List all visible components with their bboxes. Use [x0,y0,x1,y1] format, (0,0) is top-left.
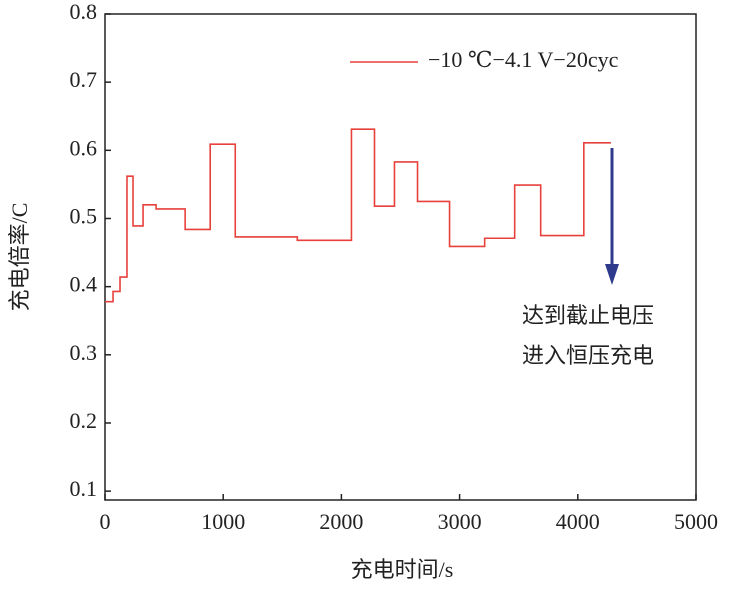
x-tick-label: 4000 [556,509,600,534]
arrow-head [605,264,619,285]
data-line [105,128,611,303]
y-tick-label: 0.3 [70,340,98,365]
y-axis-label: 充电倍率/C [7,203,32,312]
legend-label: −10 ℃−4.1 V−20cyc [428,47,619,72]
y-tick-label: 0.4 [70,272,98,297]
annotation: 达到截止电压 [522,303,654,328]
y-tick-label: 0.7 [70,67,98,92]
y-tick-label: 0.2 [70,408,98,433]
x-tick-label: 0 [100,509,111,534]
x-tick-label: 2000 [319,509,363,534]
x-tick-label: 3000 [438,509,482,534]
x-axis-label: 充电时间/s [351,557,454,582]
y-tick-label: 0.6 [70,135,98,160]
plot-frame [104,13,697,501]
x-tick-label: 5000 [674,509,718,534]
y-tick-label: 0.1 [70,476,98,501]
annotation: 进入恒压充电 [522,343,654,368]
y-tick-label: 0.5 [70,204,98,229]
y-tick-label: 0.8 [70,0,98,24]
x-tick-label: 1000 [201,509,245,534]
